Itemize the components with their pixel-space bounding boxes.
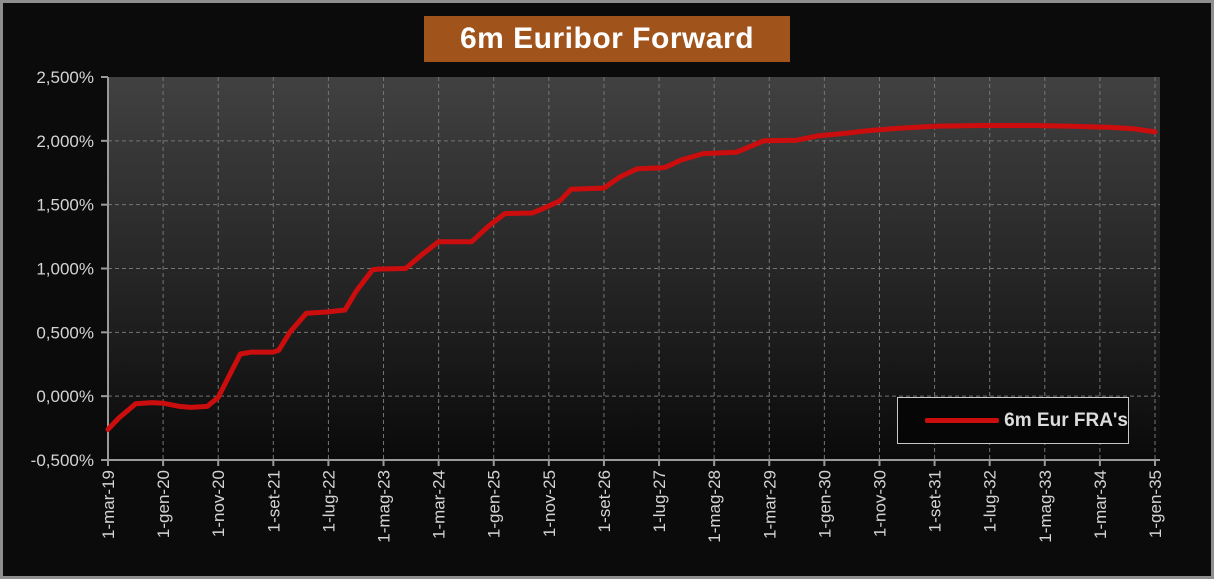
y-tick-label: 0,500% xyxy=(36,323,94,342)
x-tick-label: 1-lug-27 xyxy=(650,470,669,532)
x-tick-label: 1-set-21 xyxy=(264,470,283,532)
y-tick-label: 2,500% xyxy=(36,68,94,87)
x-tick-label: 1-lug-32 xyxy=(981,470,1000,532)
x-tick-label: 1-gen-35 xyxy=(1146,470,1165,538)
chart-title: 6m Euribor Forward xyxy=(424,16,790,62)
y-tick-label: 1,000% xyxy=(36,260,94,279)
legend-line-sample xyxy=(925,418,1000,423)
legend: 6m Eur FRA's xyxy=(897,397,1129,444)
y-tick-label: 1,500% xyxy=(36,196,94,215)
legend-series-label: 6m Eur FRA's xyxy=(1004,409,1128,431)
x-tick-label: 1-mar-19 xyxy=(99,470,118,539)
x-tick-label: 1-nov-30 xyxy=(870,470,889,537)
x-tick-label: 1-mar-34 xyxy=(1091,470,1110,539)
x-tick-label: 1-mar-24 xyxy=(430,470,449,539)
x-tick-label: 1-nov-20 xyxy=(209,470,228,537)
x-tick-label: 1-mag-23 xyxy=(375,470,394,543)
x-tick-label: 1-mar-29 xyxy=(760,470,779,539)
x-tick-label: 1-lug-22 xyxy=(319,470,338,532)
series-line xyxy=(105,123,1158,432)
x-tick-label: 1-set-26 xyxy=(595,470,614,532)
y-tick-label: 0,000% xyxy=(36,387,94,406)
x-tick-label: 1-nov-25 xyxy=(540,470,559,537)
x-tick-label: 1-set-31 xyxy=(926,470,945,532)
x-tick-label: 1-mag-28 xyxy=(705,470,724,543)
y-tick-label: 2,000% xyxy=(36,132,94,151)
x-tick-label: 1-gen-30 xyxy=(815,470,834,538)
y-tick-label: -0,500% xyxy=(31,451,94,470)
x-tick-label: 1-mag-33 xyxy=(1036,470,1055,543)
x-tick-label: 1-gen-25 xyxy=(485,470,504,538)
x-tick-label: 1-gen-20 xyxy=(154,470,173,538)
